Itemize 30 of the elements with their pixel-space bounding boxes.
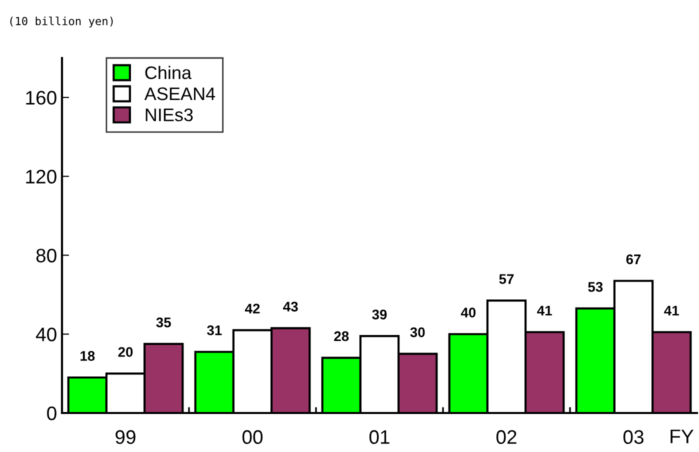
data-label: 20 (118, 347, 133, 357)
x-tick-label: 01 (369, 430, 390, 444)
x-tick-label: 03 (623, 430, 644, 444)
x-tick-label: 02 (496, 430, 516, 444)
data-label: 43 (283, 302, 298, 312)
data-label: 39 (372, 310, 387, 320)
data-label: 57 (499, 274, 514, 284)
chart-subtitle: (10 billion yen) (10, 16, 113, 28)
legend-label: ASEAN4 (144, 87, 216, 100)
data-label: 30 (410, 327, 425, 338)
data-label: 35 (156, 318, 171, 328)
data-label: 41 (537, 306, 552, 316)
x-tick-label: 99 (116, 430, 136, 444)
y-tick-label: 160 (26, 90, 56, 105)
y-tick-label: 120 (26, 170, 56, 184)
data-label: 41 (664, 306, 679, 316)
y-tick-label: 80 (36, 248, 56, 262)
data-label: 42 (244, 304, 260, 314)
x-tick-label: 00 (242, 430, 263, 444)
y-tick-label: 0 (47, 406, 56, 420)
legend-label: China (145, 66, 192, 80)
y-tick-label: 40 (36, 328, 56, 342)
data-label: 31 (206, 325, 222, 336)
data-label: 28 (334, 331, 349, 342)
data-label: 53 (588, 282, 603, 292)
data-label: 40 (460, 308, 476, 318)
legend-label: NIEs3 (146, 108, 193, 122)
data-label: 67 (626, 254, 641, 264)
x-axis-title: FY (670, 430, 694, 444)
data-label: 18 (80, 351, 95, 361)
